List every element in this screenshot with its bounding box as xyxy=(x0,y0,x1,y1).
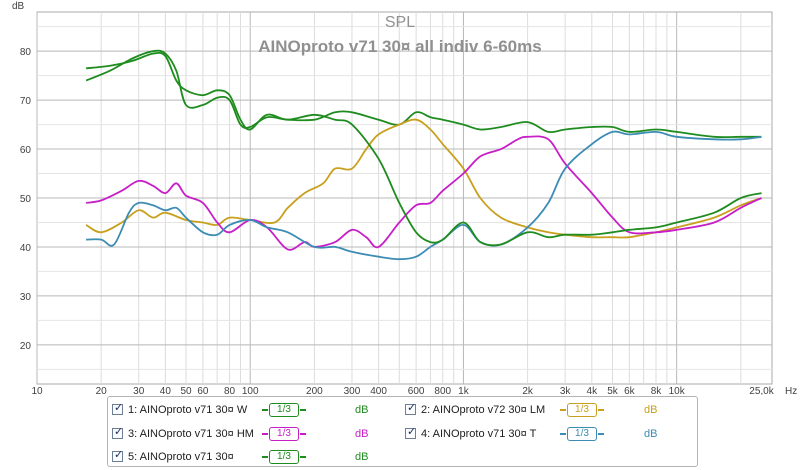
legend-label-1: 1: AINOproto v71 30¤ W xyxy=(128,404,248,416)
y-tick-label: 30 xyxy=(20,292,32,303)
y-tick-label: 20 xyxy=(20,341,32,352)
chart-subtitle: AINOproto v71 30¤ all indiv 6-60ms xyxy=(258,37,541,56)
chart-title: SPL xyxy=(385,14,415,31)
x-tick-label: 10k xyxy=(669,386,686,395)
x-tick-label: 3k xyxy=(560,386,572,395)
legend-item-3[interactable]: ✓ 3: AINOproto v71 30¤ HM 1/3 dB xyxy=(112,426,402,444)
y-axis-label: dB xyxy=(12,1,25,12)
x-tick-label: 30 xyxy=(133,386,145,395)
x-tick-label: 25,0k xyxy=(749,386,774,395)
x-tick-label: 20 xyxy=(96,386,108,395)
legend-unit-3: dB xyxy=(355,428,369,440)
legend-checkbox-5[interactable]: ✓ xyxy=(112,449,124,462)
legend-unit-4: dB xyxy=(644,428,658,440)
spl-chart: 20 30 40 50 60 70 80 10 20 30 40 50 60 80 100 200 300 400… xyxy=(12,1,797,395)
series-line-4 xyxy=(86,130,762,261)
x-tick-label: 10 xyxy=(31,386,43,395)
legend-label-4: 4: AINOproto v71 30¤ T xyxy=(421,428,537,440)
smoothing-control-3[interactable]: 1/3 xyxy=(262,427,306,441)
x-tick-label: 5k xyxy=(607,386,619,395)
legend-item-5[interactable]: ✓ 5: AINOproto v71 30¤ 1/3 dB xyxy=(112,449,402,467)
smoothing-control-5[interactable]: 1/3 xyxy=(262,450,306,464)
legend-label-2: 2: AINOproto v72 30¤ LM xyxy=(421,404,546,416)
legend-item-1[interactable]: ✓ 1: AINOproto v71 30¤ W 1/3 dB xyxy=(112,402,402,420)
x-tick-label: 800 xyxy=(434,386,451,395)
x-tick-label: 80 xyxy=(224,386,236,395)
smoothing-control-2[interactable]: 1/3 xyxy=(560,403,604,417)
legend-label-5: 5: AINOproto v71 30¤ xyxy=(128,451,234,463)
x-tick-label: 2k xyxy=(522,386,534,395)
y-tick-label: 60 xyxy=(20,145,32,156)
legend-item-2[interactable]: ✓ 2: AINOproto v72 30¤ LM 1/3 dB xyxy=(405,402,695,420)
series-line-1 xyxy=(85,49,762,139)
x-tick-label: 300 xyxy=(344,386,361,395)
y-tick-label: 70 xyxy=(20,96,32,107)
series-line-5 xyxy=(86,51,762,247)
x-tick-label: 50 xyxy=(180,386,192,395)
legend-label-3: 3: AINOproto v71 30¤ HM xyxy=(128,428,254,440)
y-tick-label: 80 xyxy=(20,47,32,58)
legend-unit-1: dB xyxy=(355,404,369,416)
x-tick-label: 40 xyxy=(160,386,172,395)
legend-checkbox-1[interactable]: ✓ xyxy=(112,402,124,415)
x-tick-label: 100 xyxy=(242,386,259,395)
smoothing-control-4[interactable]: 1/3 xyxy=(560,427,604,441)
legend-unit-5: dB xyxy=(355,451,369,463)
x-tick-label: 400 xyxy=(370,386,387,395)
x-axis-unit: Hz xyxy=(785,386,797,395)
legend-item-4[interactable]: ✓ 4: AINOproto v71 30¤ T 1/3 dB xyxy=(405,426,695,444)
x-tick-label: 600 xyxy=(408,386,425,395)
y-tick-label: 40 xyxy=(20,243,32,254)
y-tick-label: 50 xyxy=(20,194,32,205)
x-tick-label: 6k xyxy=(624,386,636,395)
series-line-2 xyxy=(85,118,762,239)
x-tick-label: 60 xyxy=(197,386,209,395)
x-tick-label: 8k xyxy=(651,386,663,395)
x-tick-label: 200 xyxy=(306,386,323,395)
x-tick-label: 1k xyxy=(458,386,470,395)
series-line-3 xyxy=(85,135,762,251)
legend-panel: ✓ 1: AINOproto v71 30¤ W 1/3 dB ✓ 2: AIN… xyxy=(107,396,698,467)
x-tick-label: 4k xyxy=(587,386,599,395)
legend-checkbox-2[interactable]: ✓ xyxy=(405,402,417,415)
legend-checkbox-3[interactable]: ✓ xyxy=(112,426,124,439)
smoothing-control-1[interactable]: 1/3 xyxy=(262,403,306,417)
legend-unit-2: dB xyxy=(644,404,658,416)
legend-checkbox-4[interactable]: ✓ xyxy=(405,426,417,439)
